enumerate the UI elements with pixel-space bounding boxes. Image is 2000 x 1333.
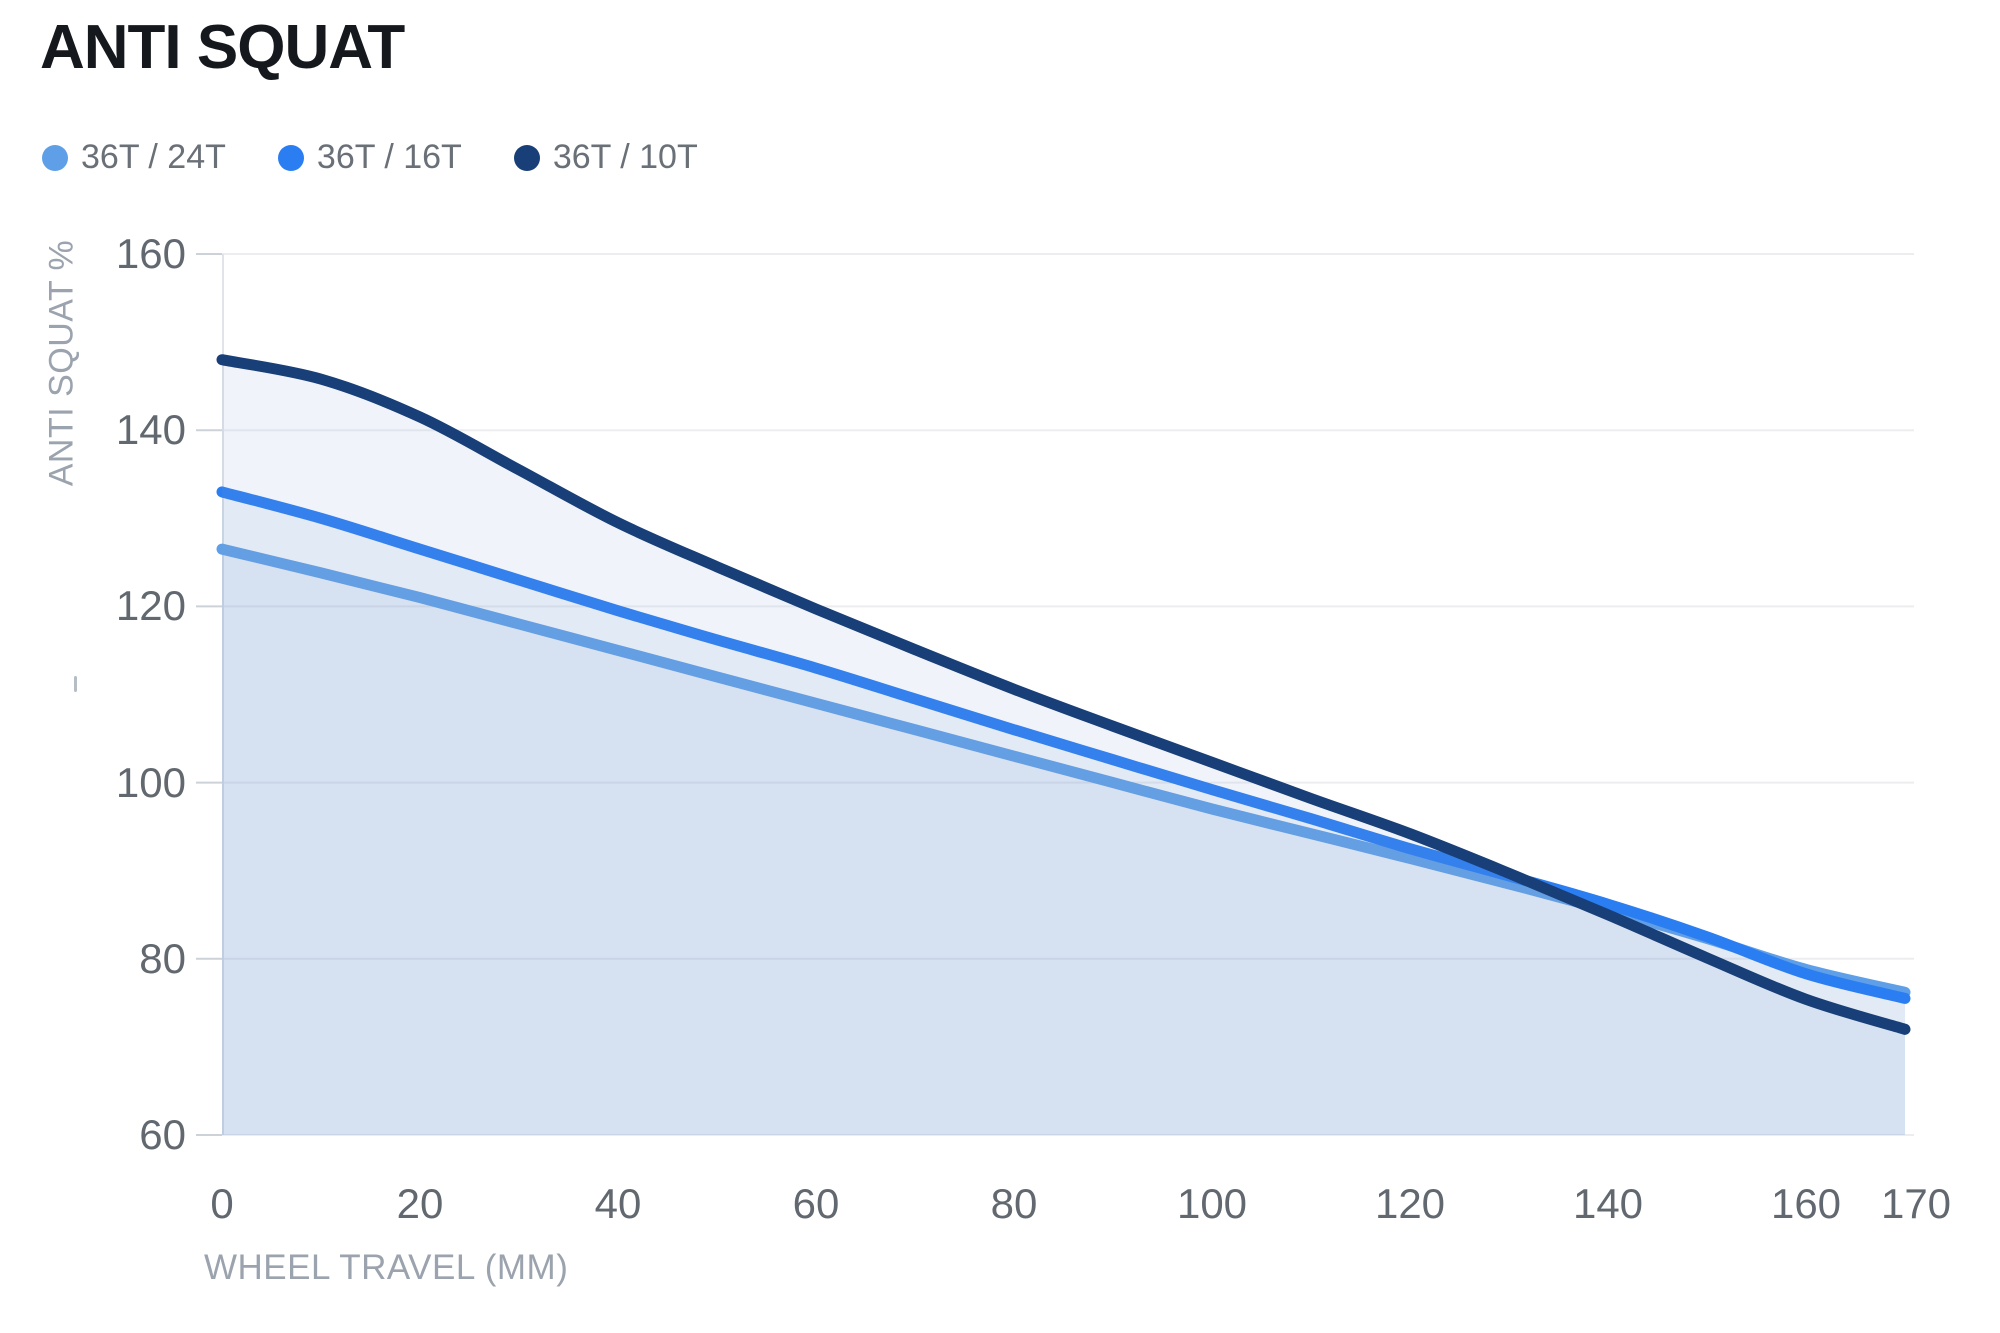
x-tick-label: 100 bbox=[1176, 1180, 1248, 1227]
series-line-1 bbox=[216, 486, 1911, 1004]
y-tick-label: 60 bbox=[139, 1111, 186, 1158]
x-tick-label: 120 bbox=[1374, 1180, 1446, 1227]
series-line-2 bbox=[216, 354, 1911, 1035]
legend-item-36t-24t[interactable]: 36T / 24T bbox=[42, 138, 226, 177]
y-tick-label: 160 bbox=[115, 230, 186, 277]
x-tick-label: 80 bbox=[990, 1180, 1038, 1227]
y-tick-label: 80 bbox=[139, 934, 186, 982]
legend-item-36t-10t[interactable]: 36T / 10T bbox=[513, 138, 698, 177]
y-tick-label: 100 bbox=[115, 758, 186, 806]
x-axis-title: WHEEL TRAVEL (MM) bbox=[204, 1248, 569, 1287]
y-tick-label: 140 bbox=[115, 406, 186, 454]
series-line-0 bbox=[216, 543, 1911, 998]
series-area-2 bbox=[222, 359, 1905, 1135]
legend-label: 36T / 24T bbox=[81, 138, 226, 176]
legend-item-36t-16t[interactable]: 36T / 16T bbox=[277, 138, 462, 177]
legend: 36T / 24T 36T / 16T 36T / 10T bbox=[42, 138, 698, 177]
x-tick-label: 160 bbox=[1770, 1180, 1842, 1227]
x-tick-label: 140 bbox=[1572, 1180, 1644, 1227]
x-tick-label: 40 bbox=[594, 1180, 642, 1227]
legend-dot-icon bbox=[277, 144, 304, 171]
series-area-1 bbox=[222, 491, 1905, 1135]
stray-tick-artifact bbox=[74, 676, 77, 692]
legend-label: 36T / 16T bbox=[316, 138, 462, 176]
x-tick-label: 0 bbox=[210, 1180, 234, 1227]
y-tick-label: 120 bbox=[115, 582, 186, 630]
legend-dot-icon bbox=[513, 144, 540, 171]
plot-area bbox=[196, 253, 1914, 1136]
x-tick-label: 20 bbox=[396, 1180, 444, 1227]
legend-dot-icon bbox=[42, 144, 68, 171]
x-tick-label: 170 bbox=[1880, 1180, 1952, 1227]
x-tick-label: 60 bbox=[792, 1180, 840, 1227]
chart-title: ANTI SQUAT bbox=[40, 13, 405, 82]
legend-label: 36T / 10T bbox=[552, 138, 698, 176]
series-area-0 bbox=[222, 549, 1905, 1135]
